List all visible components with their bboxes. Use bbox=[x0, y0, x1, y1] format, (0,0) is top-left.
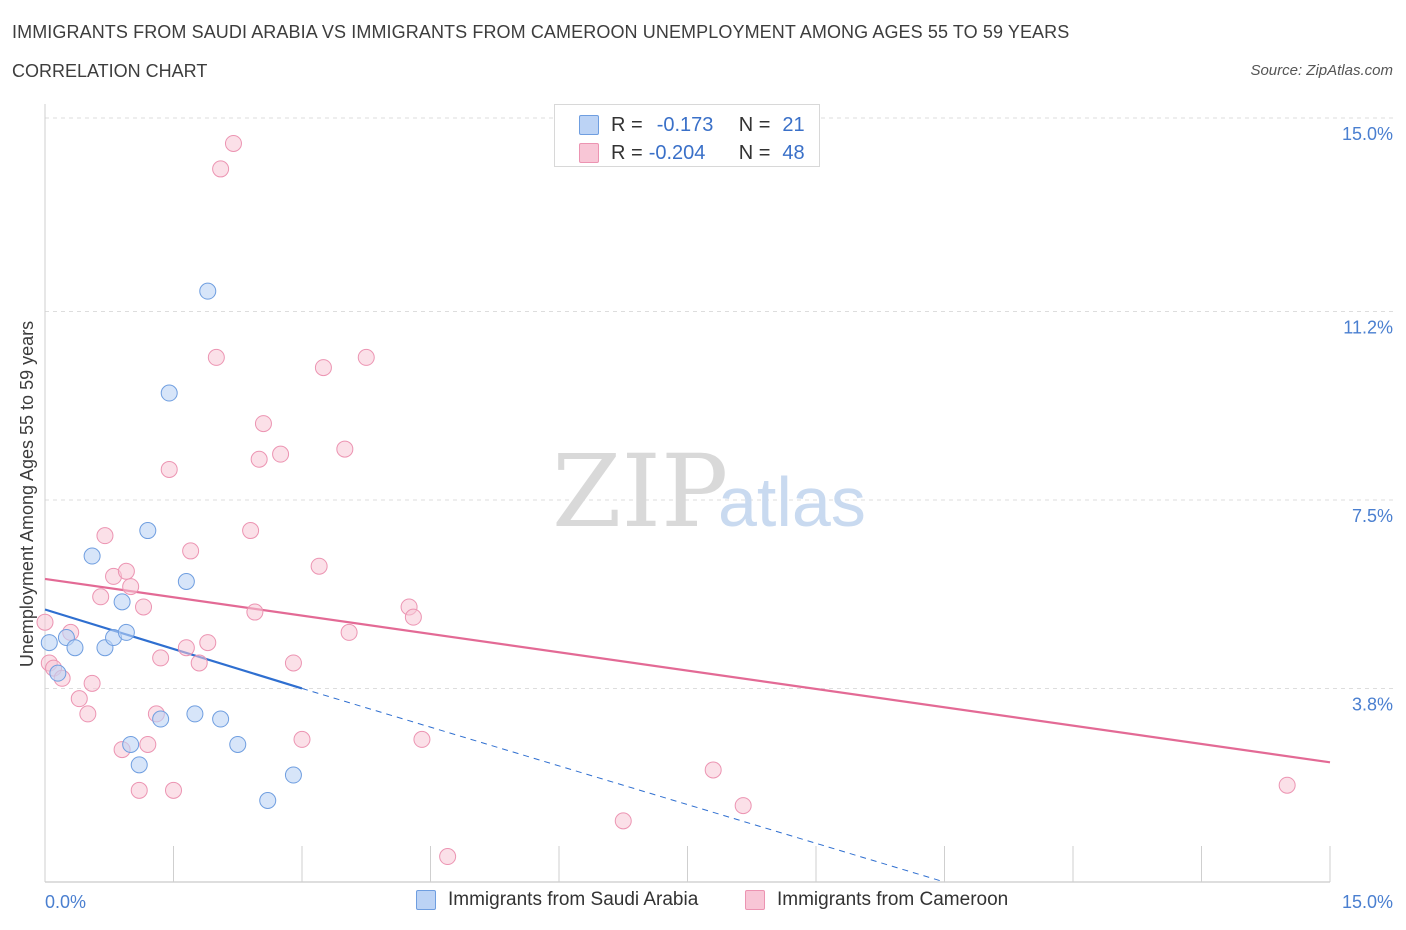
cameroon-r-label: R = bbox=[611, 141, 643, 164]
watermark-atlas: atlas bbox=[718, 463, 866, 541]
saudi-point bbox=[259, 792, 277, 810]
saudi-point bbox=[160, 384, 178, 402]
saudi-point bbox=[66, 639, 84, 657]
bottom-cameroon-swatch bbox=[745, 890, 765, 910]
cameroon-point bbox=[734, 797, 752, 815]
cameroon-point bbox=[254, 415, 272, 433]
legend-row-cameroon: R = -0.204 N = 48 bbox=[579, 141, 805, 165]
cameroon-point bbox=[404, 608, 422, 626]
cameroon-point bbox=[130, 781, 148, 799]
cameroon-point bbox=[614, 812, 632, 830]
cameroon-point bbox=[272, 445, 290, 463]
grid-lines bbox=[45, 117, 1393, 689]
cameroon-point bbox=[207, 348, 225, 366]
cameroon-point bbox=[704, 761, 722, 779]
cameroon-point bbox=[199, 634, 217, 652]
cameroon-point bbox=[439, 848, 457, 866]
trend-lines bbox=[44, 577, 1331, 883]
saudi-n-label: N = bbox=[738, 113, 771, 136]
cameroon-n-label: N = bbox=[738, 141, 771, 164]
saudi-point bbox=[83, 547, 101, 565]
cameroon-point bbox=[310, 557, 328, 575]
cameroon-trend-line bbox=[44, 577, 1331, 764]
x-tick-label-min: 0.0% bbox=[45, 892, 86, 912]
saudi-point bbox=[212, 710, 230, 728]
cameroon-point bbox=[413, 730, 431, 748]
saudi-point bbox=[284, 766, 302, 784]
cameroon-point bbox=[117, 562, 135, 580]
saudi-r-value: -0.173 bbox=[656, 113, 714, 136]
cameroon-point bbox=[357, 348, 375, 366]
cameroon-point bbox=[182, 542, 200, 560]
cameroon-point bbox=[83, 674, 101, 692]
cameroon-point bbox=[336, 440, 354, 458]
saudi-point bbox=[186, 705, 204, 723]
saudi-point bbox=[139, 522, 157, 540]
source-credit: Source: ZipAtlas.com bbox=[1250, 62, 1393, 79]
correlation-legend: R = -0.173 N = 21 R = -0.204 N = 48 bbox=[554, 104, 820, 167]
cameroon-point bbox=[152, 649, 170, 667]
saudi-point bbox=[199, 282, 217, 300]
bottom-cameroon-label: Immigrants from Cameroon bbox=[777, 889, 1009, 910]
legend-row-saudi: R = -0.173 N = 21 bbox=[579, 113, 805, 137]
saudi-trend-line bbox=[44, 608, 303, 690]
cameroon-point bbox=[250, 450, 268, 468]
cameroon-point bbox=[293, 730, 311, 748]
cameroon-r-value: -0.204 bbox=[648, 141, 706, 164]
cameroon-point bbox=[212, 160, 230, 178]
saudi-point bbox=[117, 623, 135, 641]
data-points bbox=[36, 134, 1296, 866]
cameroon-point bbox=[139, 735, 157, 753]
y-tick-label: 7.5% bbox=[1352, 506, 1393, 526]
watermark: ZIP atlas bbox=[552, 433, 866, 550]
cameroon-point bbox=[70, 690, 88, 708]
cameroon-point bbox=[165, 781, 182, 799]
saudi-point bbox=[122, 735, 140, 753]
y-tick-label: 11.2% bbox=[1343, 318, 1393, 338]
cameroon-point bbox=[314, 359, 332, 377]
cameroon-point bbox=[36, 613, 54, 631]
saudi-point bbox=[40, 634, 58, 652]
saudi-point bbox=[113, 593, 131, 611]
cameroon-point bbox=[246, 603, 264, 621]
axis-labels: 0.0% 15.0% Unemployment Among Ages 55 to… bbox=[17, 124, 1393, 912]
cameroon-point bbox=[96, 527, 114, 545]
cameroon-point bbox=[284, 654, 302, 672]
cameroon-swatch bbox=[579, 143, 599, 163]
bottom-saudi-swatch bbox=[416, 890, 436, 910]
cameroon-point bbox=[92, 588, 110, 606]
bottom-legend-saudi: Immigrants from Saudi Arabia bbox=[416, 889, 698, 911]
cameroon-point bbox=[1278, 776, 1296, 794]
cameroon-point bbox=[224, 134, 242, 152]
cameroon-point bbox=[340, 623, 358, 641]
cameroon-point bbox=[122, 578, 140, 596]
cameroon-point bbox=[79, 705, 97, 723]
cameroon-point bbox=[177, 639, 195, 657]
cameroon-point bbox=[190, 654, 208, 672]
saudi-point bbox=[229, 735, 247, 753]
saudi-point bbox=[152, 710, 170, 728]
y-axis-label: Unemployment Among Ages 55 to 59 years bbox=[17, 321, 37, 667]
saudi-n-value: 21 bbox=[782, 113, 805, 136]
chart-subtitle: CORRELATION CHART bbox=[12, 61, 208, 81]
cameroon-point bbox=[242, 522, 260, 540]
watermark-zip: ZIP bbox=[552, 433, 728, 550]
chart-title: IMMIGRANTS FROM SAUDI ARABIA VS IMMIGRAN… bbox=[12, 22, 1070, 42]
saudi-point bbox=[49, 664, 67, 682]
saudi-trend-extension bbox=[301, 687, 945, 883]
x-tick-label-max: 15.0% bbox=[1342, 892, 1393, 912]
cameroon-point bbox=[160, 460, 178, 478]
axes bbox=[44, 104, 1331, 883]
cameroon-n-value: 48 bbox=[782, 141, 805, 164]
saudi-r-label: R = bbox=[611, 113, 643, 136]
cameroon-point bbox=[135, 598, 153, 616]
saudi-point bbox=[130, 756, 148, 774]
y-tick-label: 15.0% bbox=[1342, 124, 1393, 144]
y-tick-label: 3.8% bbox=[1352, 694, 1393, 714]
saudi-point bbox=[177, 572, 195, 590]
bottom-legend-cameroon: Immigrants from Cameroon bbox=[745, 889, 1008, 911]
saudi-swatch bbox=[579, 115, 599, 135]
bottom-saudi-label: Immigrants from Saudi Arabia bbox=[448, 889, 699, 910]
